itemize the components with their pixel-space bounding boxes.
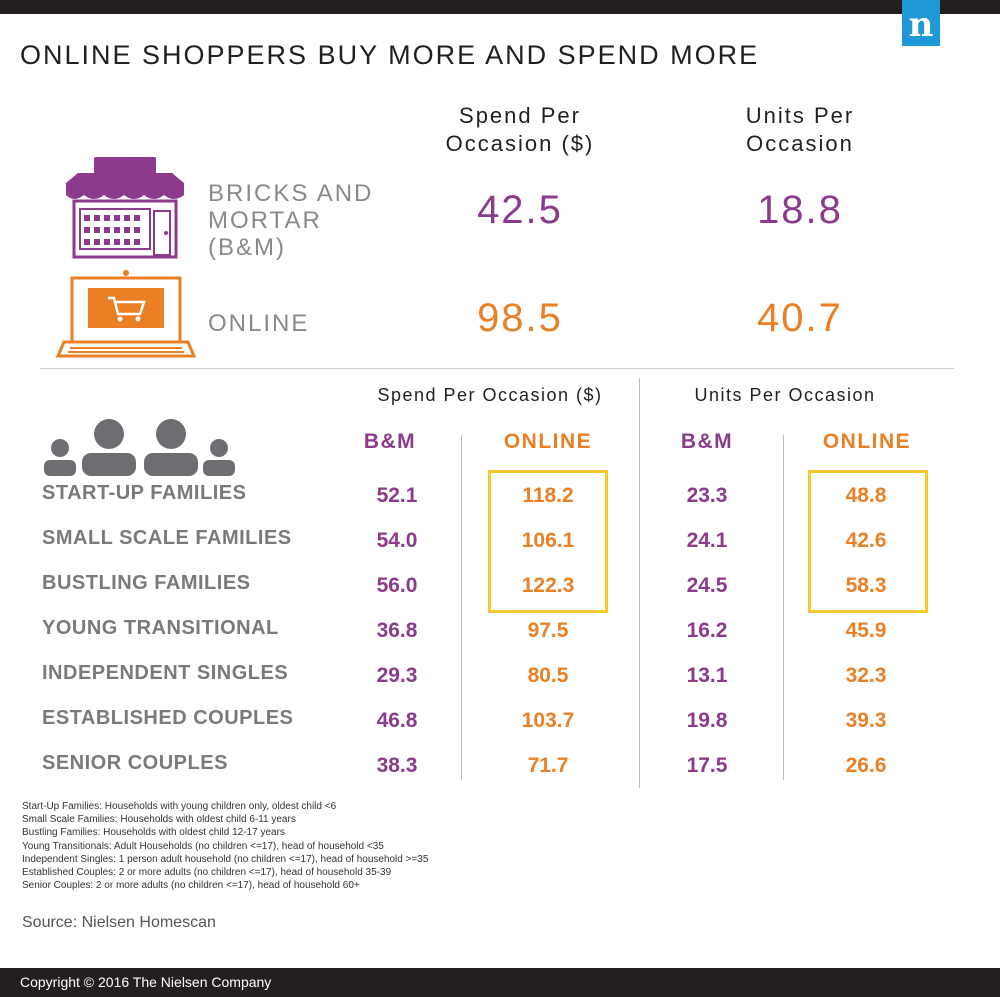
col-units-online: ONLINE (822, 430, 912, 453)
footnote: Established Couples: 2 or more adults (n… (22, 867, 392, 879)
col-spend-online: ONLINE (503, 430, 593, 453)
bm-units-value: 18.8 (757, 188, 843, 232)
cell-units-bm: 23.3 (686, 484, 728, 507)
table-row: INDEPENDENT SINGLES 29.3 80.5 13.1 32.3 (0, 662, 1000, 687)
cell-spend-online: 71.7 (527, 754, 569, 777)
table-spend-heading: Spend Per Occasion ($) (377, 385, 603, 405)
cell-units-online: 58.3 (845, 574, 887, 597)
cell-units-bm: 19.8 (686, 709, 728, 732)
table-units-heading: Units Per Occasion (694, 385, 876, 405)
cell-spend-bm: 46.8 (376, 709, 418, 732)
cell-spend-online: 118.2 (522, 484, 574, 507)
group-divider (639, 378, 640, 788)
footnote: Senior Couples: 2 or more adults (no chi… (22, 880, 360, 892)
cell-spend-bm: 29.3 (376, 664, 418, 687)
cell-units-online: 26.6 (845, 754, 887, 777)
page-title: ONLINE SHOPPERS BUY MORE AND SPEND MORE (20, 40, 760, 70)
cell-spend-bm: 56.0 (376, 574, 418, 597)
bm-label: BRICKS AND MORTAR (B&M) (208, 180, 374, 261)
row-label: INDEPENDENT SINGLES (42, 662, 289, 684)
units-column-divider (783, 435, 784, 780)
copyright-text: Copyright © 2016 The Nielsen Company (20, 974, 272, 990)
cell-units-online: 32.3 (845, 664, 887, 687)
col-units-bm: B&M (680, 430, 734, 453)
online-units-value: 40.7 (757, 296, 843, 340)
cell-units-online: 45.9 (845, 619, 887, 642)
units-highlight-box (808, 470, 928, 613)
cell-spend-online: 122.3 (521, 574, 575, 597)
cell-spend-bm: 38.3 (376, 754, 418, 777)
cell-units-bm: 24.5 (686, 574, 728, 597)
spend-column-divider (461, 435, 462, 780)
bm-spend-value: 42.5 (477, 188, 563, 232)
summary-spend-heading: Spend Per Occasion ($) (445, 103, 595, 156)
row-label: START-UP FAMILIES (42, 482, 247, 504)
laptop-cart-icon (56, 270, 196, 358)
row-label: BUSTLING FAMILIES (42, 572, 251, 594)
cell-units-bm: 16.2 (686, 619, 728, 642)
online-spend-value: 98.5 (477, 296, 563, 340)
footnote: Bustling Families: Households with oldes… (22, 827, 285, 839)
cell-spend-online: 103.7 (521, 709, 575, 732)
top-bar (0, 0, 1000, 14)
cell-spend-online: 97.5 (527, 619, 569, 642)
cell-units-online: 39.3 (845, 709, 887, 732)
table-row: ESTABLISHED COUPLES 46.8 103.7 19.8 39.3 (0, 707, 1000, 732)
family-group-icon (44, 419, 235, 476)
online-label: ONLINE (208, 310, 310, 337)
nielsen-logo: n (902, 0, 940, 46)
footnote: Start-Up Families: Households with young… (22, 801, 337, 812)
cell-units-bm: 24.1 (686, 529, 728, 552)
cell-spend-online: 80.5 (527, 664, 569, 687)
footnote: Young Transitionals: Adult Households (n… (22, 840, 384, 852)
cell-units-bm: 13.1 (686, 664, 728, 687)
table-row: BUSTLING FAMILIES 56.0 122.3 24.5 58.3 (0, 572, 1000, 597)
cell-spend-bm: 52.1 (376, 484, 418, 507)
row-label: YOUNG TRANSITIONAL (42, 617, 279, 639)
row-label: ESTABLISHED COUPLES (42, 707, 294, 729)
cell-spend-bm: 36.8 (376, 619, 418, 642)
footnotes: Start-Up Families: Households with young… (22, 800, 428, 892)
footer-bar: Copyright © 2016 The Nielsen Company (0, 968, 1000, 997)
cell-units-bm: 17.5 (686, 754, 728, 777)
table-row: SMALL SCALE FAMILIES 54.0 106.1 24.1 42.… (0, 527, 1000, 552)
cell-units-online: 48.8 (845, 484, 887, 507)
row-label: SMALL SCALE FAMILIES (42, 527, 292, 549)
col-spend-bm: B&M (363, 430, 417, 453)
cell-units-online: 42.6 (845, 529, 887, 552)
table-row: START-UP FAMILIES 52.1 118.2 23.3 48.8 (0, 482, 1000, 507)
section-divider (40, 368, 954, 369)
cell-spend-online: 106.1 (521, 529, 575, 552)
summary-units-heading: Units Per Occasion (745, 103, 855, 156)
table-row: SENIOR COUPLES 38.3 71.7 17.5 26.6 (0, 752, 1000, 777)
footnote: Small Scale Families: Households with ol… (22, 814, 296, 826)
source-note: Source: Nielsen Homescan (22, 914, 216, 931)
row-label: SENIOR COUPLES (42, 752, 228, 774)
footnote: Independent Singles: 1 person adult hous… (22, 853, 429, 865)
spend-highlight-box (488, 470, 608, 613)
storefront-icon (66, 157, 184, 259)
cell-spend-bm: 54.0 (376, 529, 418, 552)
table-row: YOUNG TRANSITIONAL 36.8 97.5 16.2 45.9 (0, 617, 1000, 642)
